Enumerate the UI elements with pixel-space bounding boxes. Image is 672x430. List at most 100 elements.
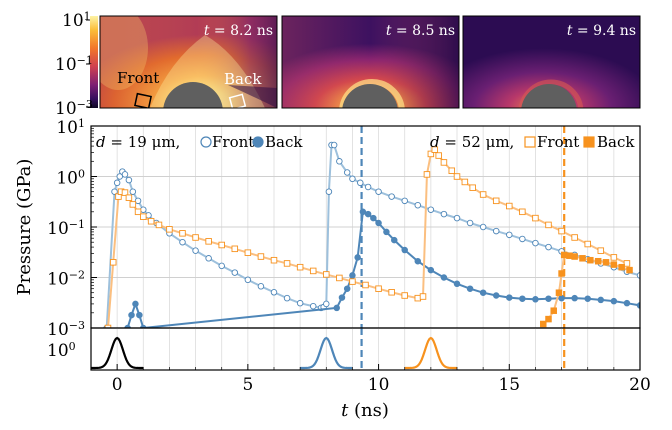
snapshot-panel-2: t = 8.5 ns [281,15,460,109]
data-point [636,272,640,279]
data-point [414,294,422,302]
data-point [587,256,594,264]
data-point [423,171,431,178]
data-point [610,297,618,305]
data-point [427,150,435,158]
pressure-chart: 101 100 10−1 10−2 10−3 d = 19 μm, Front Back… [14,117,641,340]
data-point [205,255,212,262]
data-point [129,201,137,208]
x-ticks: 0 5 10 15 20 [112,364,651,395]
data-point [610,261,618,268]
data-point [231,245,239,253]
laser-pulse [300,336,353,370]
data-point [435,152,442,159]
data-point [132,300,139,308]
pulse-strip: 100 0 5 10 15 20 t (ns) [47,327,651,421]
data-point [466,285,474,292]
data-point [618,263,625,271]
data-point [479,223,487,231]
panel-1-wave [100,16,148,90]
y-tick-label: 10−3 [47,319,85,340]
data-point [383,228,390,236]
x-tick-label: 15 [498,375,520,395]
back-probe-label: Back [224,70,262,88]
data-point [519,208,526,216]
data-point [391,236,398,244]
panel-2-time-label: t = 8.5 ns [386,23,455,39]
data-point [330,141,338,149]
data-point [506,202,513,210]
data-point [336,274,343,282]
data-point [545,243,552,251]
data-point [571,234,578,241]
data-point [124,324,131,328]
data-point [349,278,356,285]
data-point [479,191,487,198]
panel-3-frame [462,15,641,109]
data-point [145,212,152,219]
data-point [333,304,340,312]
data-point [343,285,351,292]
data-point [218,241,225,249]
data-point [388,193,395,200]
pulse-y-tick: 100 [47,340,76,361]
data-point [427,206,435,213]
data-point [125,194,133,201]
data-point [270,289,278,296]
data-point [401,197,408,205]
data-point [545,295,552,302]
panel-3-time-label: t = 9.4 ns [567,23,636,39]
data-point [414,201,422,209]
data-point [492,197,500,205]
front-probe-marker [134,92,152,108]
obstacle-circle [342,84,398,108]
data-point [375,188,382,195]
snapshot-panel-3: t = 9.4 ns [462,15,641,109]
data-point [545,315,552,323]
data-point [309,267,317,275]
data-point [192,234,199,241]
data-point [109,259,117,266]
colorbar: 101 10−1 10−3 [55,10,98,119]
pulse-grid [116,328,641,370]
pulse-layer [91,328,566,370]
data-point [427,266,435,274]
data-point [414,257,422,265]
data-point [244,276,252,284]
panel-3-shock [518,79,584,108]
data-point [283,294,291,302]
data-point [111,188,118,195]
y-tick-label: 10−1 [47,218,85,239]
data-point [461,178,469,186]
data-point [558,270,565,277]
x-tick-label: 5 [242,375,253,395]
data-point [128,311,135,319]
data-point [362,281,369,289]
data-point [296,299,304,307]
data-point [166,226,173,233]
data-point [401,292,408,299]
y-tick-label: 101 [56,117,85,138]
colorbar-ticks: 101 10−1 10−3 [55,10,93,119]
data-point [571,294,578,302]
legend-d52-prefix: d = 52 μm, [430,133,514,151]
data-point [594,257,602,265]
data-point [479,289,487,296]
data-point [466,219,474,227]
data-point [610,254,618,261]
series-front-0 [103,141,640,328]
data-point [401,246,408,254]
pulse-frame [90,327,641,371]
colorbar-gradient [90,16,98,108]
data-point [270,256,278,264]
data-point [440,274,448,281]
data-point [597,296,605,304]
data-point [364,183,372,191]
data-point [129,188,137,195]
panel-2-shock [339,79,405,108]
legend-label-back-19: Back [265,133,303,151]
data-point [231,269,239,276]
data-point [323,271,330,278]
data-point [519,295,526,302]
series-front-2 [104,146,631,328]
